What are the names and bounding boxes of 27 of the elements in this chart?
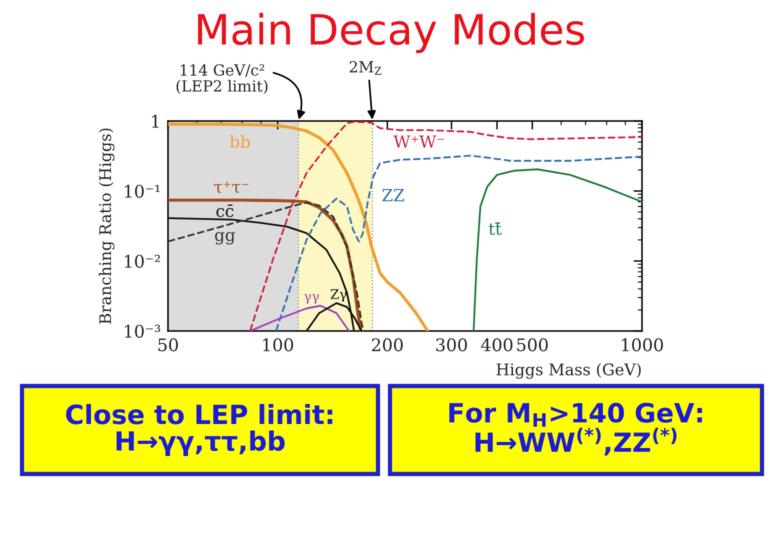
x-tick-label: 1000 <box>622 338 663 352</box>
y-axis-title: Branching Ratio (Higgs) <box>98 128 115 324</box>
text: For M$_{H}$>140 GeV: H→WW$^{(*)}$,ZZ$^{(*)}$ <box>449 402 702 456</box>
x-tick-label: 500 <box>517 338 548 352</box>
series-label: ZZ <box>382 189 404 202</box>
series-label: τ⁺τ⁻ <box>214 182 248 193</box>
y-tick-label: 1 <box>152 114 159 128</box>
y-tick-label: 10⁻² <box>124 254 160 268</box>
y-tick-label: 10⁻³ <box>124 324 160 338</box>
ref-line-label: 2M$_{Z}$ <box>350 60 382 75</box>
series-label: gg <box>215 232 236 245</box>
series-label: cc̄ <box>216 204 234 218</box>
x-axis-title: Higgs Mass (GeV) <box>496 363 641 379</box>
x-tick-label: 50 <box>158 338 178 352</box>
x-tick-label: 200 <box>372 338 403 352</box>
series-label: bb <box>230 134 250 148</box>
text: Close to LEP limit: H→γγ,ττ,bb <box>66 404 332 456</box>
x-tick-label: 400 <box>480 338 512 352</box>
chart-title: Main Decay Modes <box>198 12 584 54</box>
y-tick-label: 10⁻¹ <box>124 184 160 198</box>
ref-line-label: 114 GeV/c² (LEP2 limit) <box>176 64 268 94</box>
x-tick-label: 300 <box>436 338 467 352</box>
series-label: γγ <box>304 294 319 304</box>
series-label: tt̄ <box>488 222 502 236</box>
x-tick-label: 100 <box>263 338 294 352</box>
series-label: Zγ <box>330 289 347 302</box>
series-label: W⁺W⁻ <box>393 136 444 148</box>
